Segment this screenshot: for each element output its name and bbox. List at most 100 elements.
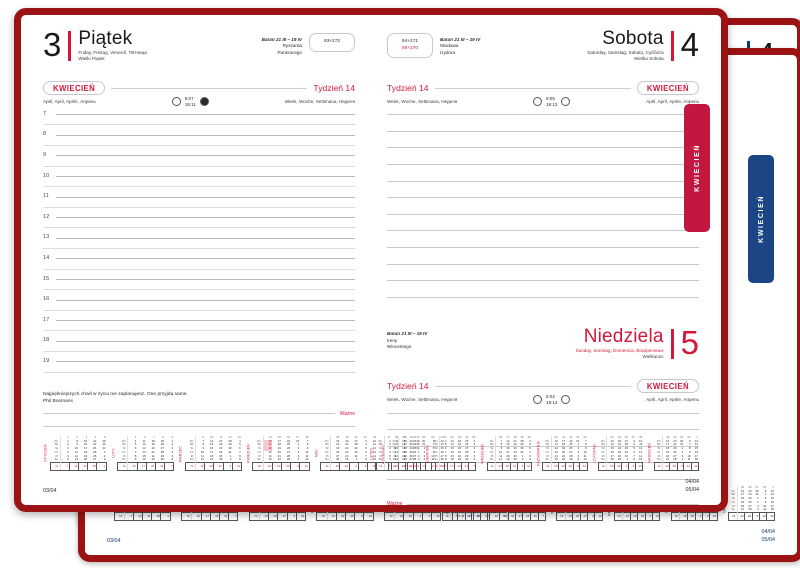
page-number-left: 03/04 bbox=[43, 488, 57, 494]
week-label: Tydzień 14 bbox=[387, 83, 429, 93]
nameday-group: 94+271 95+270 Baran 21 III – 19 IV Wacła… bbox=[387, 29, 480, 59]
hour-row[interactable]: 16 bbox=[43, 296, 355, 321]
important-row[interactable]: Ważne bbox=[43, 411, 355, 417]
ruled-line[interactable] bbox=[387, 197, 699, 214]
hour-label: 17 bbox=[43, 316, 50, 323]
ruled-line[interactable] bbox=[387, 180, 699, 198]
ruled-line[interactable] bbox=[387, 429, 699, 446]
mini-calendar-strip-left[interactable]: STYCZEŃ 1 2 3 4 5 Po 1 8 15 22 29 Wt 2 9 16 23 30 Śr 3 10 17 2… bbox=[43, 435, 699, 471]
ruled-line[interactable] bbox=[387, 462, 699, 479]
daycount-red: 95+270 bbox=[401, 45, 419, 51]
hour-row[interactable]: 10 bbox=[43, 172, 355, 197]
month-langs: April, April, Aprile, Апрель bbox=[646, 99, 699, 105]
page-number-left: 03/04 bbox=[107, 538, 121, 544]
index-tab-kwiecien-red[interactable]: KWIECIEŃ bbox=[684, 104, 710, 232]
hour-rule bbox=[56, 340, 355, 342]
mini-calendar-strip-right[interactable]: LIPIEC 27 28 29 30 31 Po 1 8 15 22 29 Wt 2 9 16 23 30 Śr 3 1… bbox=[369, 435, 700, 471]
ruled-line[interactable] bbox=[387, 296, 699, 314]
half-hour-rule bbox=[43, 165, 355, 167]
hour-row[interactable]: 18 bbox=[43, 337, 355, 362]
moon-icon bbox=[199, 97, 209, 107]
divider-bar bbox=[670, 31, 674, 61]
sub-bar: Week, Woche, Settimana, Неделя 6:05 19:1… bbox=[387, 96, 699, 107]
month-pill: KWIECIEŃ bbox=[43, 81, 106, 95]
hour-row[interactable]: 11 bbox=[43, 193, 355, 218]
astro-block: 6:07 19:11 bbox=[171, 96, 209, 107]
rule bbox=[111, 87, 308, 89]
ruled-line[interactable] bbox=[387, 213, 699, 231]
hour-row[interactable]: 14 bbox=[43, 255, 355, 279]
page-number-right-bottom: 05/04 bbox=[685, 486, 700, 493]
astro-block: 6:05 19:13 bbox=[532, 96, 571, 107]
day-name-translations: Sunday, Sonntag, Domenica, Воскресенье bbox=[575, 348, 664, 354]
ruled-line[interactable] bbox=[387, 246, 699, 264]
moon-icon bbox=[561, 97, 571, 107]
page-number-right: 04/04 05/04 bbox=[762, 529, 776, 544]
ruled-lines-saturday[interactable] bbox=[387, 114, 699, 313]
mini-calendar-grid: 49 50 51 52 1 Po 16 23 30 6 13 Wt 17 24 31 7 14 Śr 18 25 1 8 1… bbox=[728, 485, 775, 521]
hour-grid[interactable]: 7 8 9 10 11 12 13 14 15 16 17 18 19 bbox=[43, 110, 355, 382]
ruled-line[interactable] bbox=[387, 114, 699, 131]
hour-row[interactable]: 9 bbox=[43, 152, 355, 176]
ruled-line[interactable] bbox=[387, 130, 699, 148]
hour-rule bbox=[56, 278, 355, 280]
front-page: 3 Piątek Friday, Freitag, Venerdì, Пятни… bbox=[14, 8, 728, 512]
hour-row[interactable]: 17 bbox=[43, 316, 355, 341]
week-langs: Week, Woche, Settimana, Неделя bbox=[387, 397, 458, 403]
ruled-line[interactable] bbox=[387, 230, 699, 247]
month-langs: April, April, Aprile, Апрель bbox=[43, 99, 96, 105]
ruled-line[interactable] bbox=[387, 263, 699, 281]
quote-block: Najpiękniejszych chwil w życiu nie zapla… bbox=[43, 391, 355, 405]
ruled-line[interactable] bbox=[387, 478, 699, 496]
hour-row[interactable]: 13 bbox=[43, 234, 355, 259]
hour-row[interactable]: 12 bbox=[43, 214, 355, 238]
ruled-line[interactable] bbox=[387, 412, 699, 430]
daycount-box: 93+272 bbox=[309, 33, 355, 52]
nameday-2: Izydora bbox=[440, 49, 456, 55]
hour-label: 10 bbox=[43, 172, 50, 179]
sub-bar: Week, Woche, Settimana, Неделя 6:02 19:1… bbox=[387, 394, 699, 405]
sun-icon bbox=[532, 97, 542, 107]
half-hour-rule bbox=[43, 145, 355, 147]
hour-row[interactable]: 8 bbox=[43, 131, 355, 156]
sub-bar: April, April, Aprile, Апрель 6:07 19:11 … bbox=[43, 96, 355, 107]
mini-calendar[interactable]: GRUDZIEŃ495051521Po162330613Wt172431714Ś… bbox=[722, 485, 775, 521]
mini-calendar-month-label: KWIECIEŃ bbox=[246, 444, 251, 463]
month-week-bar: Tydzień 14 KWIECIEŃ bbox=[387, 81, 699, 95]
month-week-bar: Tydzień 14 KWIECIEŃ bbox=[387, 379, 699, 394]
hour-rule bbox=[56, 114, 355, 116]
ruled-line[interactable] bbox=[387, 147, 699, 164]
sun-icon bbox=[171, 97, 181, 107]
month-week-bar: KWIECIEŃ Tydzień 14 bbox=[43, 81, 355, 95]
hour-label: 11 bbox=[43, 193, 49, 200]
astro-block: 6:02 19:14 bbox=[532, 394, 571, 405]
ruled-line[interactable] bbox=[387, 280, 699, 297]
mini-calendar-month-label: LUTY bbox=[111, 448, 116, 459]
hour-rule bbox=[56, 320, 355, 322]
important-row[interactable]: Ważne bbox=[387, 501, 699, 505]
hour-label: 7 bbox=[43, 110, 47, 117]
half-hour-rule bbox=[43, 186, 355, 188]
hour-row[interactable]: 15 bbox=[43, 276, 355, 300]
index-tab-kwiecien-navy[interactable]: KWIECIEŃ bbox=[748, 155, 774, 283]
hour-row[interactable]: 19 bbox=[43, 358, 355, 382]
daycount-box: 94+271 95+270 bbox=[387, 33, 433, 59]
hour-label: 13 bbox=[43, 234, 50, 241]
sun-icon bbox=[532, 395, 542, 405]
ruled-line[interactable] bbox=[387, 163, 699, 181]
hour-row[interactable]: 7 bbox=[43, 110, 355, 135]
